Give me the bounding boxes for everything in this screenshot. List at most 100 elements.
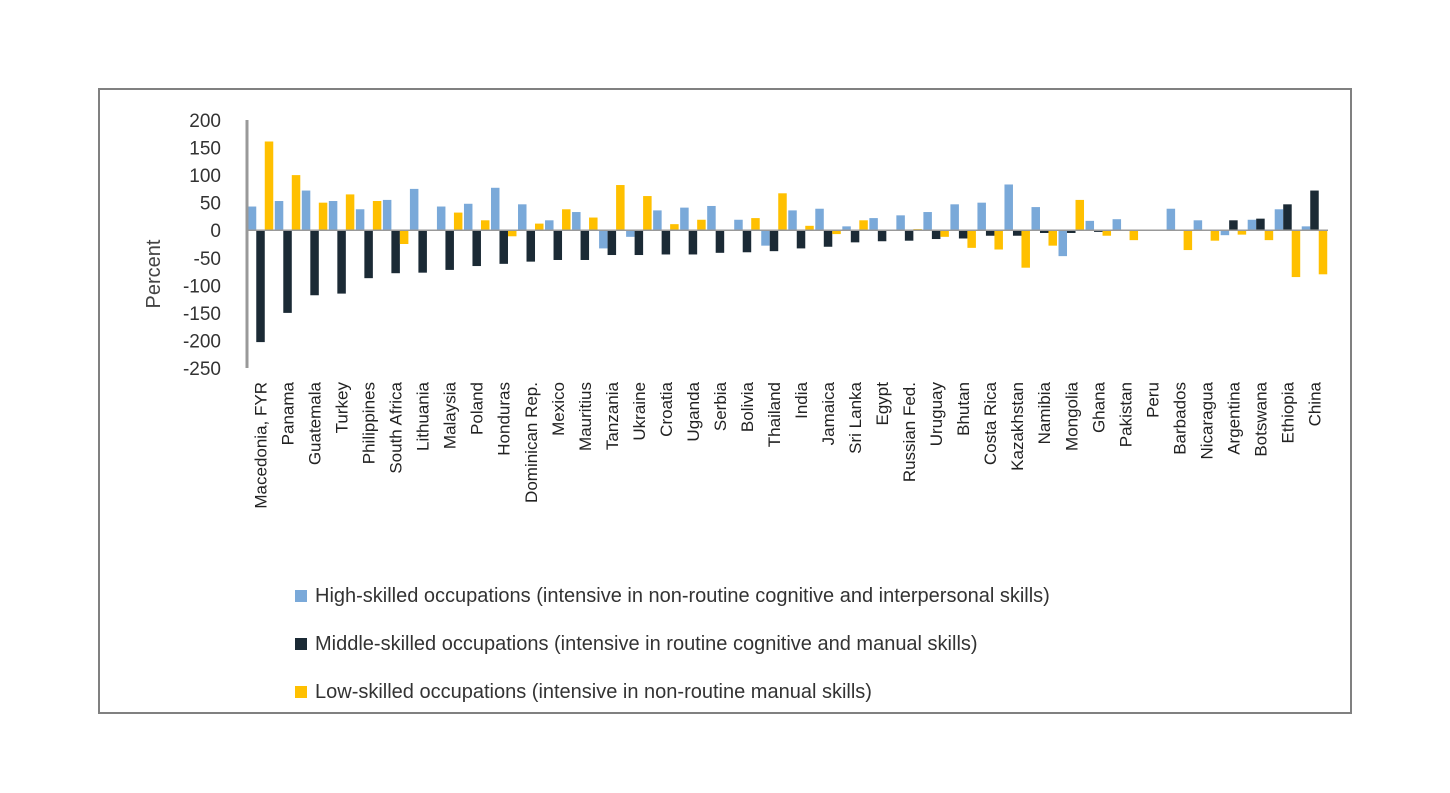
bar-high-skilled xyxy=(815,208,824,231)
bar-low-skilled xyxy=(805,225,814,231)
legend-label-middle-skilled: Middle-skilled occupations (intensive in… xyxy=(315,632,978,655)
x-category-label: Peru xyxy=(1143,382,1162,418)
bar-low-skilled xyxy=(1183,230,1193,251)
bar-low-skilled xyxy=(399,230,409,244)
x-category-label: Philippines xyxy=(360,382,379,464)
x-category-label: Ghana xyxy=(1089,381,1108,433)
x-category-label: Bhutan xyxy=(954,382,973,436)
x-category-label: China xyxy=(1305,381,1324,426)
bar-high-skilled xyxy=(869,218,878,231)
y-axis-title: Percent xyxy=(143,239,165,308)
bar-high-skilled xyxy=(409,188,419,231)
x-category-label: Lithuania xyxy=(414,381,433,451)
x-category-label: Bolivia xyxy=(738,381,757,432)
bar-middle-skilled xyxy=(742,230,752,253)
bar-high-skilled xyxy=(1193,220,1203,231)
bar-middle-skilled xyxy=(364,230,373,279)
bar-middle-skilled xyxy=(877,230,887,242)
bar-low-skilled xyxy=(264,141,274,231)
bar-low-skilled xyxy=(994,230,1003,250)
bar-low-skilled xyxy=(832,230,841,235)
bar-low-skilled xyxy=(1102,230,1112,236)
x-category-label: Guatemala xyxy=(306,381,325,465)
axes-group xyxy=(245,120,1328,368)
bar-middle-skilled xyxy=(445,230,454,270)
y-tick-label: -100 xyxy=(183,276,221,297)
bar-high-skilled xyxy=(1058,230,1068,257)
bar-middle-skilled xyxy=(391,230,400,274)
bar-middle-skilled xyxy=(1039,230,1049,233)
bar-middle-skilled xyxy=(1094,230,1103,232)
x-category-label: Mongolia xyxy=(1062,381,1081,451)
bar-low-skilled xyxy=(318,202,328,231)
bar-low-skilled xyxy=(670,224,679,231)
x-category-label: Poland xyxy=(468,382,487,435)
bar-low-skilled xyxy=(507,230,517,237)
bar-low-skilled xyxy=(1129,230,1139,241)
y-tick-label: -150 xyxy=(183,304,221,325)
x-category-label: India xyxy=(792,381,811,418)
bar-low-skilled xyxy=(643,196,652,231)
legend-item-low-skilled: Low-skilled occupations (intensive in no… xyxy=(295,668,1050,716)
bar-middle-skilled xyxy=(796,230,806,249)
x-category-label: Jamaica xyxy=(819,381,838,445)
x-category-label: Pakistan xyxy=(1116,382,1135,447)
bar-low-skilled xyxy=(1291,230,1301,278)
bar-middle-skilled xyxy=(607,230,617,256)
y-tick-label: 0 xyxy=(210,221,221,242)
bar-high-skilled xyxy=(1004,184,1013,231)
bar-high-skilled xyxy=(1085,220,1095,231)
x-category-label: Turkey xyxy=(333,382,352,434)
bar-low-skilled xyxy=(616,185,625,231)
chart-frame: 200 150 100 50 0 -50 -100 -150 -200 -250 Macedoni… xyxy=(98,88,1352,714)
bar-middle-skilled xyxy=(499,230,508,264)
y-tick-label: 150 xyxy=(189,139,221,160)
bar-middle-skilled xyxy=(337,230,346,294)
x-category-label: Dominican Rep. xyxy=(522,382,541,503)
bar-high-skilled xyxy=(923,212,932,231)
bar-middle-skilled xyxy=(904,230,914,241)
bar-high-skilled xyxy=(680,207,689,231)
bar-middle-skilled xyxy=(769,230,779,252)
x-category-label: Uganda xyxy=(684,381,703,441)
bar-middle-skilled xyxy=(985,230,995,236)
bar-low-skilled xyxy=(480,220,490,231)
bar-high-skilled xyxy=(707,205,716,231)
bar-high-skilled xyxy=(1031,207,1040,231)
x-category-label: Costa Rica xyxy=(981,381,1000,465)
bar-high-skilled xyxy=(626,230,635,237)
bar-low-skilled xyxy=(1021,230,1030,268)
legend-item-high-skilled: High-skilled occupations (intensive in n… xyxy=(295,572,1050,620)
bar-middle-skilled xyxy=(1012,230,1022,236)
bar-low-skilled xyxy=(589,217,598,231)
y-tick-label: 100 xyxy=(189,166,221,187)
bar-middle-skilled xyxy=(1067,230,1076,233)
x-category-label: South Africa xyxy=(387,381,406,473)
x-category-label: Panama xyxy=(279,381,298,445)
x-category-label: Barbados xyxy=(1170,382,1189,455)
bar-middle-skilled xyxy=(472,230,481,267)
bar-high-skilled xyxy=(1301,226,1311,231)
bar-low-skilled xyxy=(967,230,976,248)
bar-low-skilled xyxy=(1075,199,1085,231)
legend: High-skilled occupations (intensive in n… xyxy=(295,572,1050,716)
x-category-label: Botswana xyxy=(1251,381,1270,456)
bar-high-skilled xyxy=(518,204,527,231)
bar-low-skilled xyxy=(859,220,868,231)
bar-low-skilled xyxy=(1264,230,1274,241)
chart-plot: 200 150 100 50 0 -50 -100 -150 -200 -250 Macedoni… xyxy=(143,111,1328,509)
bar-high-skilled xyxy=(653,210,662,231)
bar-middle-skilled xyxy=(715,230,725,253)
legend-swatch-high-skilled xyxy=(295,590,307,602)
x-category-label: Macedonia, FYR xyxy=(252,382,271,509)
bar-middle-skilled xyxy=(1229,220,1238,231)
x-category-label: Mauritius xyxy=(576,382,595,451)
x-category-labels: Macedonia, FYR Panama Guatemala Turkey Phili… xyxy=(252,381,1325,508)
bar-middle-skilled xyxy=(661,230,671,255)
bar-middle-skilled xyxy=(1310,190,1319,231)
bar-high-skilled xyxy=(788,210,797,231)
bar-middle-skilled xyxy=(526,230,536,262)
bar-low-skilled xyxy=(1210,230,1220,241)
bar-high-skilled xyxy=(950,204,959,231)
x-category-label: Kazakhstan xyxy=(1008,382,1027,471)
